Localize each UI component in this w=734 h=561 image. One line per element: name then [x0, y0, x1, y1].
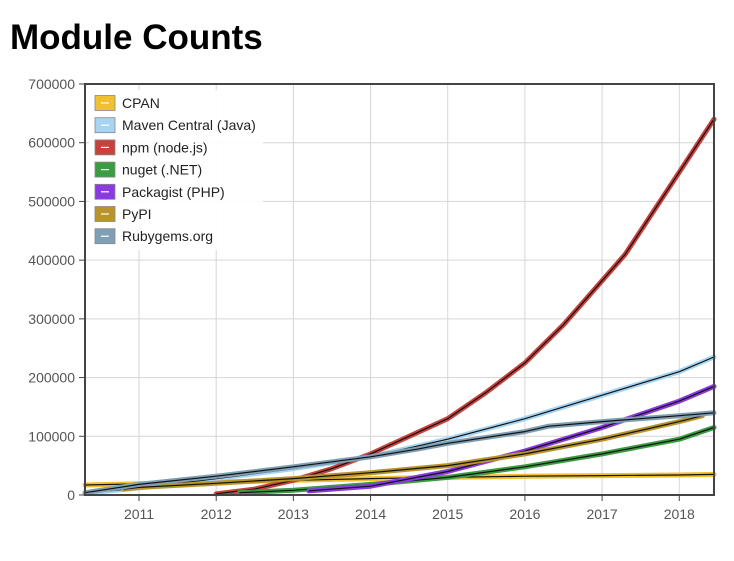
legend-item-packagist-php[interactable]: Packagist (PHP) [94, 184, 225, 200]
legend-item-npm-node-js[interactable]: npm (node.js) [94, 139, 208, 155]
y-tick-label: 700000 [28, 76, 75, 92]
legend-item-pypi[interactable]: PyPI [94, 206, 152, 222]
y-tick-label: 400000 [28, 252, 75, 268]
legend-item-cpan[interactable]: CPAN [94, 95, 160, 111]
series-trendline-rubygems-org [84, 412, 715, 494]
x-tick-label: 2015 [432, 506, 463, 522]
x-tick-label: 2017 [587, 506, 618, 522]
y-tick-label: 500000 [28, 193, 75, 209]
plot-frame [84, 83, 715, 496]
y-tick-label: 100000 [28, 428, 75, 444]
series-trendline-nuget-net [239, 426, 715, 494]
series-trendline-pypi [123, 415, 703, 490]
y-tick-label: 0 [67, 487, 75, 503]
y-tick-label: 300000 [28, 311, 75, 327]
legend-label: npm (node.js) [122, 139, 208, 155]
x-tick-label: 2012 [201, 506, 232, 522]
legend-label: nuget (.NET) [122, 162, 202, 178]
y-axis: 0 100000 200000 300000 400000 500000 600000 700… [28, 76, 85, 503]
legend[interactable]: CPAN Maven Central (Java) npm (node.js) nug… [89, 90, 263, 250]
y-tick-label: 600000 [28, 135, 75, 151]
x-tick-label: 2014 [355, 506, 386, 522]
legend-label: Maven Central (Java) [122, 117, 256, 133]
x-tick-label: 2011 [124, 506, 154, 522]
legend-background [89, 90, 263, 250]
legend-label: PyPI [122, 206, 152, 222]
page-title: Module Counts [10, 18, 263, 57]
x-tick-label: 2016 [509, 506, 540, 522]
legend-label: Packagist (PHP) [122, 184, 225, 200]
legend-item-nuget-net[interactable]: nuget (.NET) [94, 162, 202, 178]
x-axis: 2011 2012 2013 2014 2015 2016 2017 2018 [124, 495, 695, 522]
y-tick-label: 200000 [28, 370, 75, 386]
x-tick-label: 2018 [664, 506, 695, 522]
legend-item-rubygems-org[interactable]: Rubygems.org [94, 228, 213, 244]
series-layer [82, 116, 717, 497]
legend-item-maven-central-java[interactable]: Maven Central (Java) [94, 117, 256, 133]
legend-label: Rubygems.org [122, 228, 213, 244]
series-trendline-packagist-php [308, 385, 715, 492]
x-tick-label: 2013 [278, 506, 309, 522]
legend-label: CPAN [122, 95, 160, 111]
